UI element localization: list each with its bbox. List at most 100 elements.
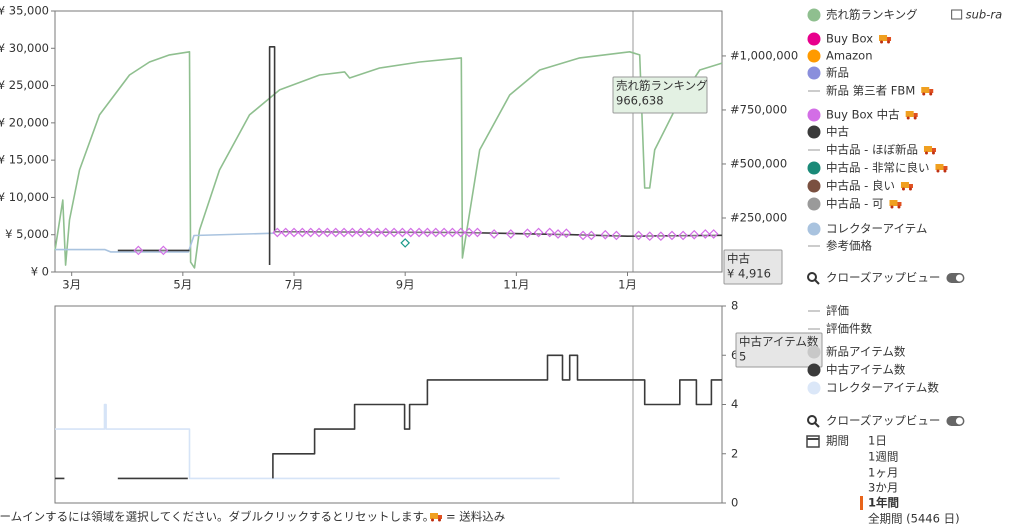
point: [397, 227, 408, 238]
legend-label[interactable]: 評価: [826, 304, 849, 318]
truck-icon: [900, 182, 913, 191]
truck-icon: [905, 111, 918, 120]
point: [544, 227, 555, 238]
truck-icon: [879, 35, 892, 44]
legend-dot: [807, 125, 821, 139]
period-selected-bar: [860, 496, 863, 510]
period-option[interactable]: 全期間 (5446 日): [868, 512, 960, 526]
legend-label[interactable]: コレクターアイテム数: [826, 381, 939, 395]
truck-cab: [897, 202, 902, 206]
tooltip-title: 中古: [727, 252, 750, 266]
period-option[interactable]: 1日: [868, 434, 887, 448]
truck-icon: [889, 200, 902, 209]
y-tick-label: 0: [731, 496, 738, 510]
legend-label[interactable]: 新品: [826, 66, 849, 80]
point: [553, 229, 563, 239]
toggle-knob: [955, 417, 963, 425]
truck-wheel: [931, 151, 935, 155]
y-tick-label: 6: [731, 348, 738, 362]
legend-label[interactable]: Buy Box 中古: [826, 108, 900, 122]
tooltip-value: 5: [739, 350, 746, 364]
legend-dot: [807, 222, 821, 236]
point: [578, 230, 588, 241]
closeup-label[interactable]: クローズアップビュー: [826, 271, 940, 285]
search-handle: [814, 279, 820, 285]
point: [678, 230, 688, 241]
x-tick-label: 3月: [62, 278, 81, 292]
point: [464, 227, 474, 238]
period-option[interactable]: 1週間: [868, 450, 898, 464]
point: [389, 227, 399, 238]
truck-wheel: [890, 205, 894, 209]
y-tick-label: ¥ 25,000: [0, 78, 49, 92]
truck-wheel: [897, 205, 901, 209]
truck-icon: [923, 146, 936, 155]
legend-dot: [807, 49, 821, 63]
truck-wheel: [438, 518, 441, 522]
truck-wheel: [906, 116, 910, 120]
legend-label[interactable]: 中古品 - 可: [826, 197, 883, 211]
x-tick-label: 5月: [173, 278, 192, 292]
point: [330, 227, 341, 238]
point: [405, 227, 416, 238]
point: [689, 229, 700, 240]
calendar-icon: [806, 435, 820, 448]
period-option[interactable]: 1ヶ月: [868, 466, 898, 480]
series-line: [55, 354, 722, 480]
legend-dot: [807, 32, 821, 46]
search-icon: [807, 415, 817, 425]
legend-label[interactable]: 中古アイテム数: [826, 363, 906, 377]
legend-dot: [807, 161, 821, 175]
point: [667, 230, 677, 241]
truck-wheel: [943, 169, 947, 173]
point: [380, 227, 391, 238]
truck-body: [935, 164, 944, 170]
series-line: [117, 46, 723, 265]
truck-cab: [931, 148, 936, 152]
point: [372, 227, 383, 238]
point: [158, 245, 169, 256]
legend-label[interactable]: Buy Box: [826, 32, 873, 46]
legend-label[interactable]: 中古品 - 非常に良い: [826, 161, 929, 175]
legend-label[interactable]: 売れ筋ランキング: [826, 8, 918, 22]
legend-extra: sub-ra: [966, 8, 1003, 22]
legend-label[interactable]: 中古品 - ほぼ新品: [826, 143, 918, 157]
legend-label[interactable]: 参考価格: [826, 239, 872, 253]
point: [297, 227, 308, 238]
period-option[interactable]: 1年間: [868, 496, 899, 510]
truck-cab: [887, 37, 892, 41]
legend-label[interactable]: 中古: [826, 125, 849, 139]
y2-tick-label: #500,000: [730, 156, 787, 170]
tooltip-title: 売れ筋ランキング: [616, 79, 708, 93]
period-option[interactable]: 3か月: [868, 481, 898, 495]
legend-label[interactable]: 評価件数: [826, 322, 872, 336]
legend-label[interactable]: コレクターアイテム: [826, 222, 927, 236]
closeup-label[interactable]: クローズアップビュー: [826, 414, 940, 428]
legend-dot: [807, 381, 821, 395]
tooltip-value: 966,638: [616, 94, 664, 108]
point: [355, 227, 366, 238]
point: [600, 229, 611, 240]
legend-label[interactable]: 中古品 - 良い: [826, 179, 895, 193]
point: [522, 228, 533, 239]
point: [133, 245, 144, 256]
truck-wheel: [924, 151, 928, 155]
period-label: 期間: [826, 434, 849, 448]
x-tick-label: 7月: [285, 278, 304, 292]
truck-cab: [438, 515, 442, 519]
point: [364, 227, 374, 238]
legend-label[interactable]: Amazon: [826, 49, 872, 63]
truck-icon: [935, 164, 948, 173]
point: [447, 227, 458, 238]
point: [533, 227, 544, 238]
x-tick-label: 1月: [618, 278, 637, 292]
legend-label[interactable]: 新品アイテム数: [826, 345, 906, 359]
legend-dot: [807, 108, 821, 122]
truck-wheel: [880, 40, 884, 44]
y-tick-label: ¥ 30,000: [0, 41, 49, 55]
y-tick-label: ¥ 35,000: [0, 4, 49, 18]
legend-label[interactable]: 新品 第三者 FBM: [826, 84, 915, 98]
footer-shipping: = 送料込み: [446, 510, 505, 524]
